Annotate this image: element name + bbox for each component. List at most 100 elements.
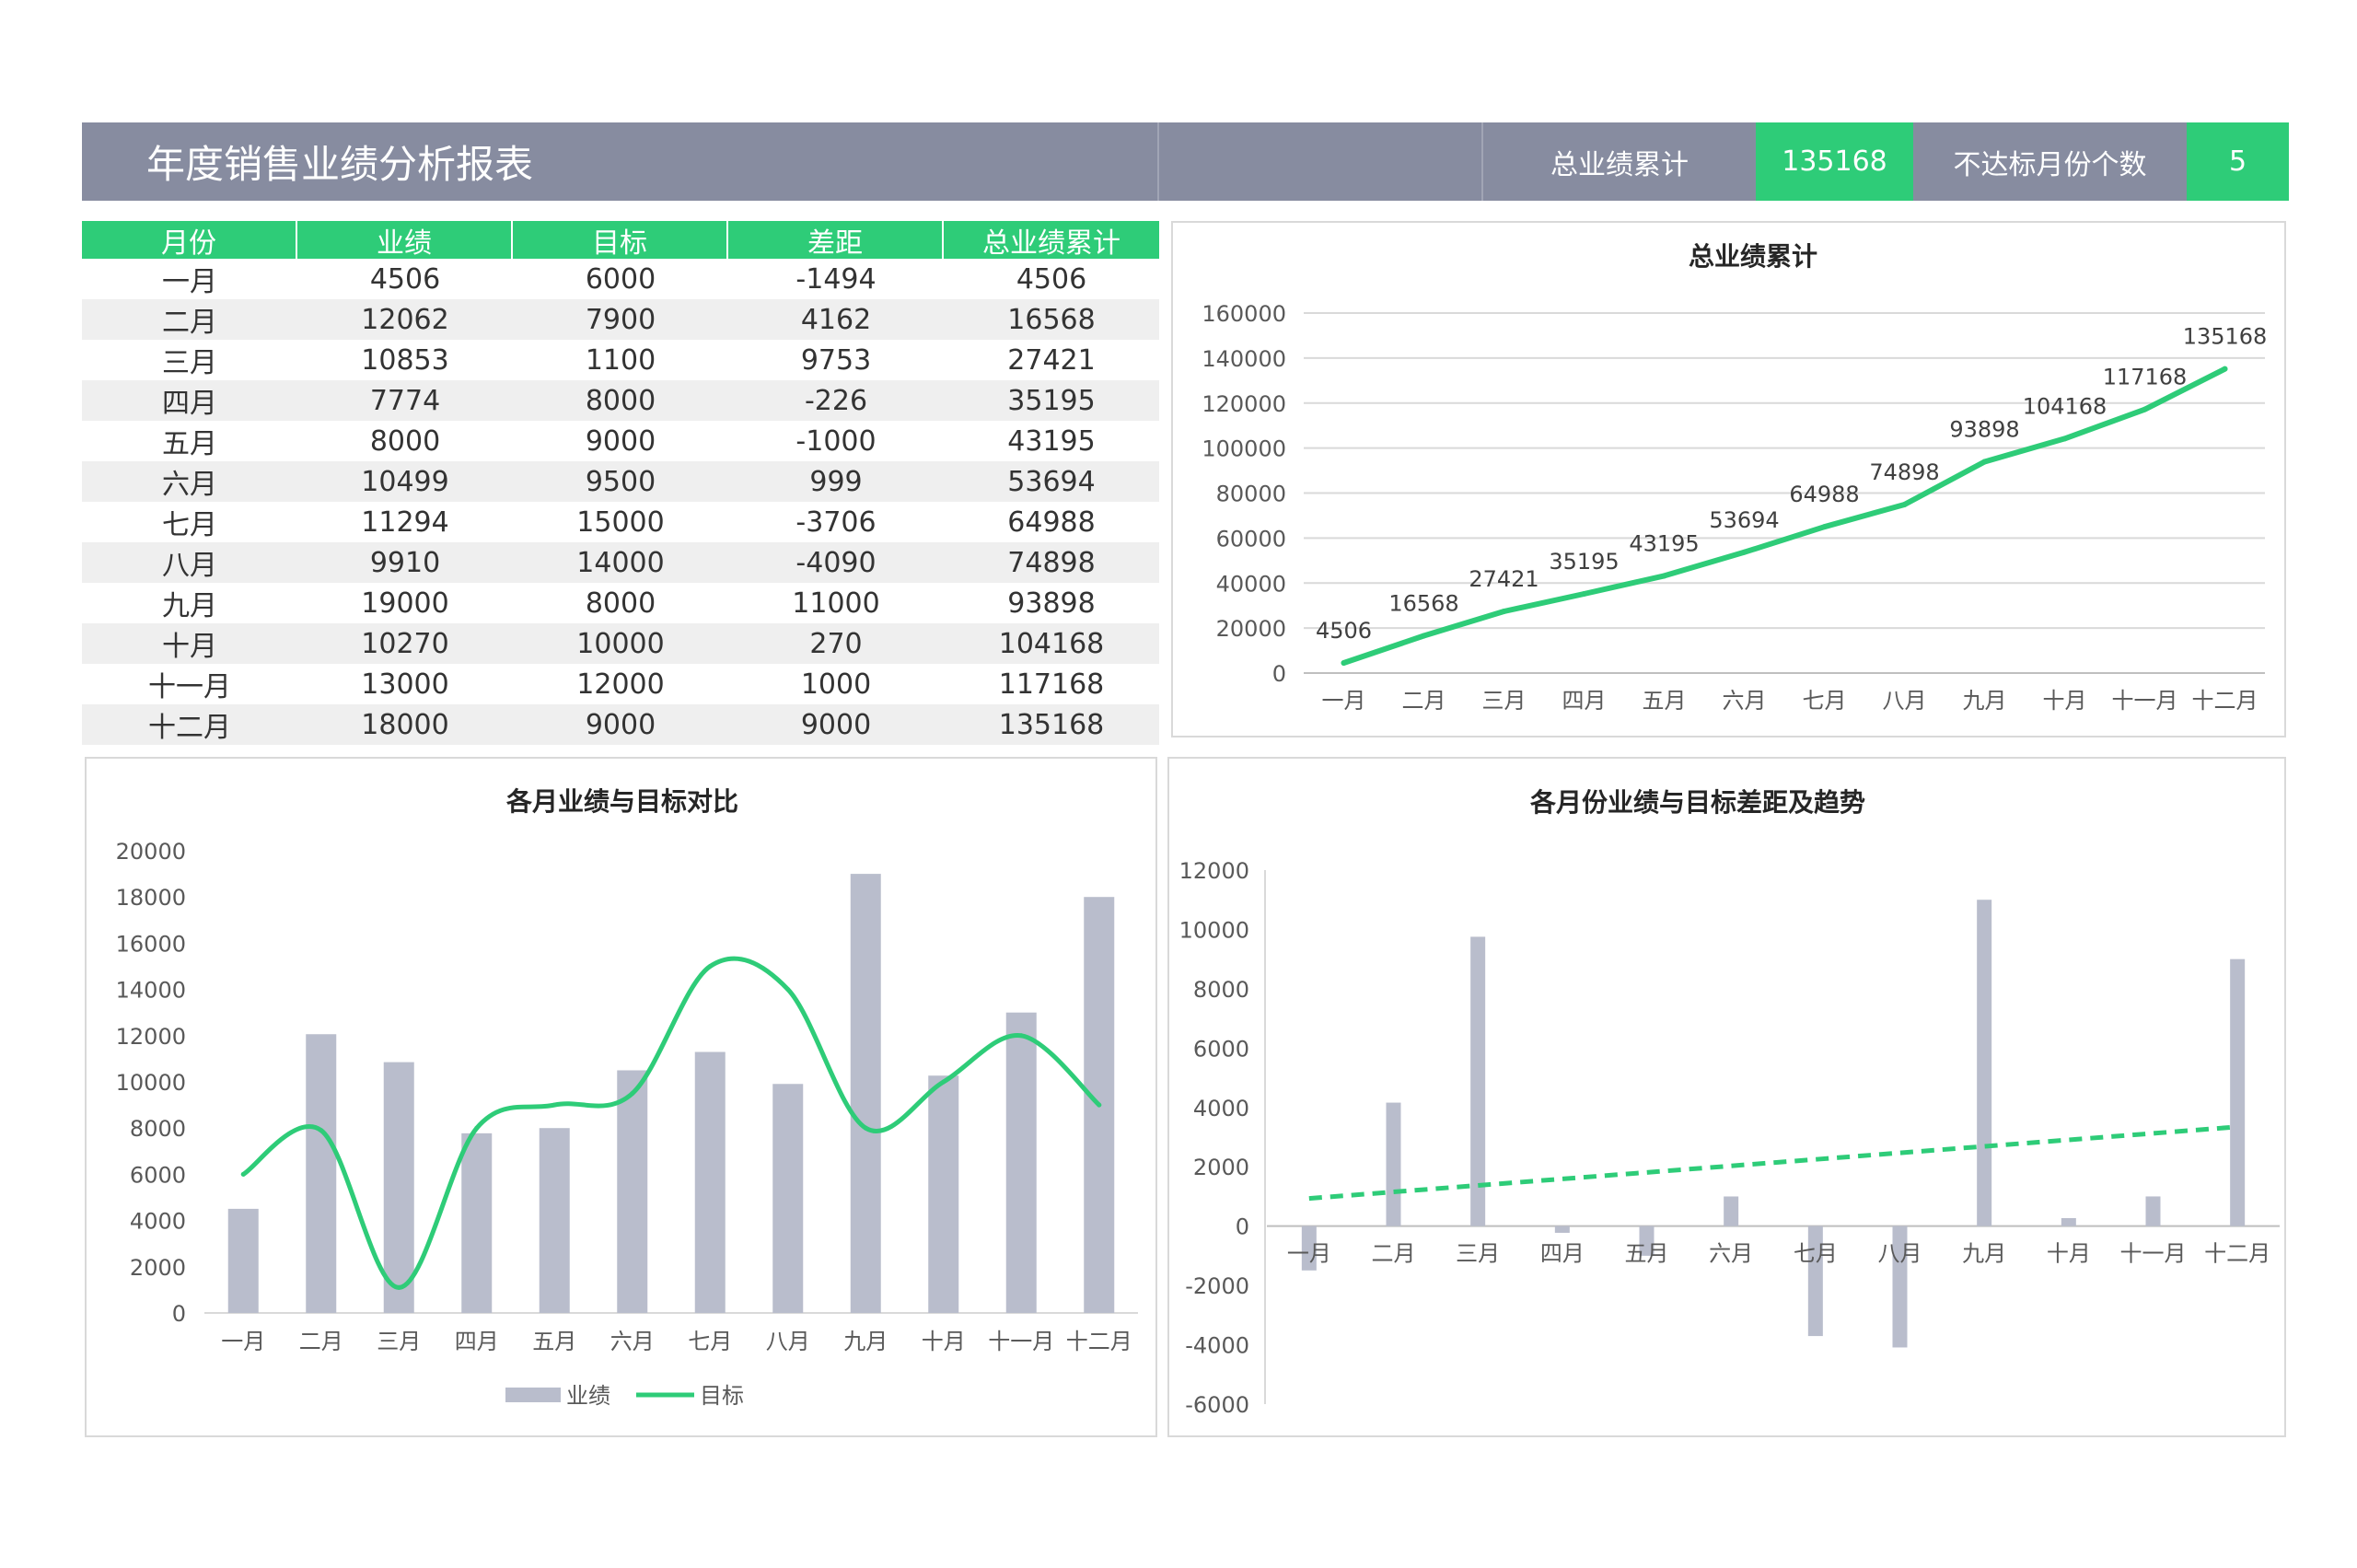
y-tick-label: 0 [172, 1301, 186, 1327]
data-label: 64988 [1789, 482, 1859, 507]
y-tick-label: 10000 [1179, 917, 1249, 943]
y-tick-label: 20000 [1216, 616, 1286, 642]
x-tick-label: 四月 [1540, 1241, 1585, 1267]
cell-cumulative: 27421 [1007, 343, 1096, 377]
table-row: 二月 12062 7900 4162 16568 [82, 299, 1159, 340]
sales-table: 月份 业绩 目标 差距 总业绩累计 一月 4506 6000 -1494 4506 二月 1… [82, 221, 1159, 745]
x-tick-label: 十月 [2047, 1241, 2091, 1267]
x-tick-label: 二月 [1372, 1241, 1416, 1267]
cell-gap: -1000 [795, 424, 877, 458]
column-header-gap: 差距 [728, 221, 944, 260]
table-row: 十二月 18000 9000 9000 135168 [82, 704, 1159, 745]
sales-bar [772, 1084, 804, 1313]
target-point [707, 964, 713, 969]
cell-month: 九月 [162, 590, 217, 622]
y-tick-label: 10000 [116, 1070, 186, 1096]
data-label: 117168 [2103, 365, 2188, 390]
x-tick-label: 七月 [1794, 1241, 1838, 1267]
x-tick-label: 三月 [1456, 1241, 1500, 1267]
sales-bar [850, 874, 881, 1313]
target-point [1018, 1033, 1024, 1039]
x-tick-label: 二月 [1402, 688, 1446, 714]
table-row: 四月 7774 8000 -226 35195 [82, 380, 1159, 421]
data-point [2061, 436, 2068, 442]
cumulative-sales-chart: 总业绩累计 0 20000 40000 60000 80000 100000 120000 14… [1171, 221, 2286, 738]
chart-canvas: 各月份业绩与目标差距及趋势 -6000 -4000 -2000 0 2000 4000 600… [1179, 787, 2280, 1418]
cell-gap: -4090 [795, 546, 877, 579]
x-tick-label: 一月 [1287, 1241, 1331, 1267]
gap-bar [1639, 1225, 1655, 1256]
cell-sales: 9910 [369, 546, 441, 579]
x-tick-label: 十一月 [2112, 688, 2178, 714]
gap-bar [1470, 936, 1486, 1226]
cell-sales: 7774 [369, 384, 441, 417]
cell-cumulative: 135168 [998, 708, 1105, 741]
table-header-row: 月份 业绩 目标 差距 总业绩累计 [82, 221, 1159, 260]
cell-sales: 4506 [369, 262, 441, 296]
x-tick-label: 十月 [2043, 688, 2087, 714]
table-row: 八月 9910 14000 -4090 74898 [82, 542, 1159, 583]
table-row: 十月 10270 10000 270 104168 [82, 623, 1159, 664]
cell-target: 14000 [576, 546, 665, 579]
x-tick-label: 四月 [1562, 688, 1607, 714]
y-tick-label: 2000 [1193, 1155, 1249, 1180]
report-header: 年度销售业绩分析报表 总业绩累计 135168 不达标月份个数 5 [82, 122, 2289, 201]
cell-cumulative: 104168 [998, 627, 1105, 660]
table-row: 十一月 13000 12000 1000 117168 [82, 664, 1159, 704]
cell-cumulative: 117168 [998, 668, 1105, 701]
x-tick-label: 七月 [688, 1329, 732, 1354]
x-tick-label: 二月 [299, 1329, 343, 1354]
sales-bar [694, 1051, 726, 1313]
y-tick-label: 40000 [1216, 571, 1286, 597]
cell-target: 12000 [576, 668, 665, 701]
y-tick-label: 160000 [1202, 301, 1286, 327]
sales-bar [383, 1062, 414, 1313]
x-tick-label: 十月 [922, 1329, 966, 1354]
x-tick-label: 五月 [532, 1329, 576, 1354]
cell-sales: 11294 [361, 505, 449, 539]
cell-cumulative: 4506 [1016, 262, 1087, 296]
table-row: 五月 8000 9000 -1000 43195 [82, 421, 1159, 461]
target-point [1097, 1102, 1102, 1108]
cell-gap: 1000 [800, 668, 872, 701]
y-tick-label: 80000 [1216, 482, 1286, 507]
data-label: 74898 [1869, 459, 1939, 485]
cell-cumulative: 53694 [1007, 465, 1096, 498]
y-tick-label: 8000 [1193, 977, 1249, 1003]
data-label: 43195 [1629, 530, 1699, 556]
x-tick-label: 十二月 [1066, 1329, 1132, 1354]
x-tick-label: 六月 [610, 1329, 655, 1354]
cell-target: 9000 [585, 424, 656, 458]
cell-target: 8000 [585, 384, 656, 417]
table-row: 六月 10499 9500 999 53694 [82, 461, 1159, 502]
table-row: 九月 19000 8000 11000 93898 [82, 583, 1159, 623]
below-target-count-value: 5 [2187, 122, 2289, 201]
target-point [474, 1125, 480, 1131]
cell-month: 四月 [162, 388, 217, 420]
y-tick-label: 6000 [130, 1162, 186, 1188]
y-tick-label: 18000 [116, 885, 186, 911]
x-tick-label: 七月 [1803, 688, 1847, 714]
data-label: 16568 [1388, 591, 1458, 617]
report-title: 年度销售业绩分析报表 [82, 122, 1159, 201]
data-point [1741, 549, 1747, 555]
cell-target: 1100 [585, 343, 656, 377]
cell-gap: 4162 [800, 303, 872, 336]
below-target-count-label: 不达标月份个数 [1953, 148, 2147, 181]
y-tick-label: 20000 [116, 839, 186, 865]
y-tick-label: 0 [1236, 1214, 1249, 1240]
cell-sales: 10499 [361, 465, 449, 498]
sales-bar [461, 1132, 493, 1313]
legend-label-sales: 业绩 [566, 1383, 610, 1409]
x-tick-label: 六月 [1709, 1241, 1753, 1267]
x-tick-label: 十一月 [2120, 1241, 2187, 1267]
sales-bar [306, 1034, 337, 1313]
target-point [785, 987, 791, 993]
column-header-target: 目标 [513, 221, 728, 260]
x-tick-label: 四月 [455, 1329, 499, 1354]
x-tick-label: 八月 [1878, 1241, 1922, 1267]
x-tick-label: 十二月 [2192, 688, 2258, 714]
y-tick-label: 4000 [1193, 1096, 1249, 1121]
cell-cumulative: 93898 [1007, 587, 1096, 620]
cell-gap: 9000 [800, 708, 872, 741]
